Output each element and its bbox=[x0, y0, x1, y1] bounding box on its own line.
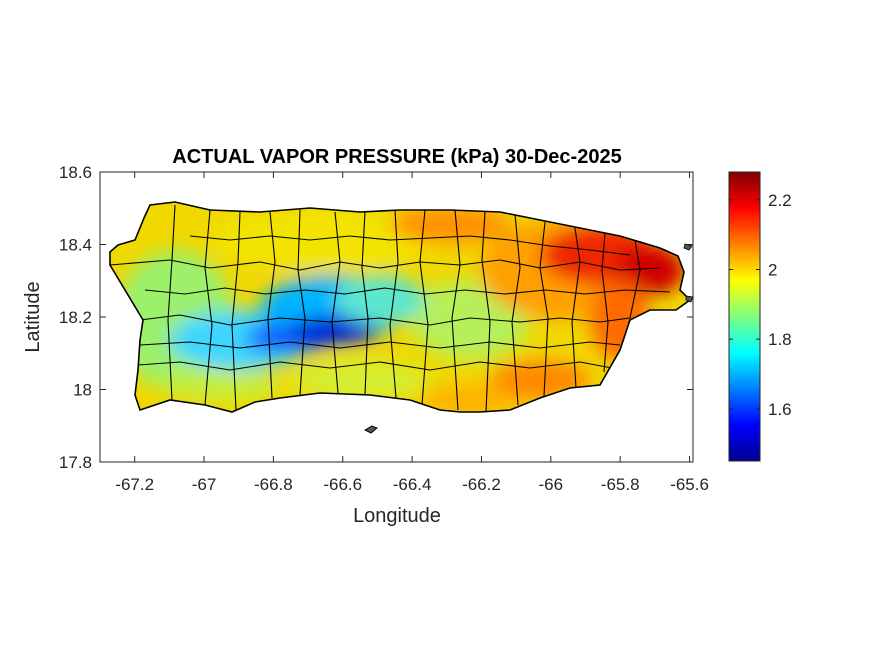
y-tick-label: 18.6 bbox=[59, 163, 92, 182]
x-tick-label: -66.8 bbox=[254, 475, 293, 494]
colorbar-tick-label: 2.2 bbox=[768, 191, 792, 210]
y-tick-label: 17.8 bbox=[59, 453, 92, 472]
colorbar-tick-label: 1.8 bbox=[768, 330, 792, 349]
x-tick-label: -66.6 bbox=[323, 475, 362, 494]
y-tick-label: 18 bbox=[73, 381, 92, 400]
x-tick-label: -65.6 bbox=[670, 475, 709, 494]
colorbar-tick-label: 2 bbox=[768, 260, 777, 279]
y-axis: 18.6 18.4 18.2 18 17.8 bbox=[59, 163, 693, 472]
municipality-boundaries bbox=[110, 204, 671, 412]
x-tick-label: -66.4 bbox=[393, 475, 432, 494]
small-island bbox=[363, 425, 378, 434]
x-tick-label: -67.2 bbox=[115, 475, 154, 494]
vapor-pressure-field bbox=[110, 202, 690, 412]
x-axis-title: Longitude bbox=[353, 505, 441, 527]
x-axis: -67.2 -67 -66.8 -66.6 -66.4 -66.2 -66 -65.8 -65.… bbox=[115, 172, 709, 494]
small-island bbox=[685, 295, 694, 303]
x-tick-label: -66.2 bbox=[462, 475, 501, 494]
y-tick-label: 18.4 bbox=[59, 236, 92, 255]
colorbar-tick-label: 1.6 bbox=[768, 400, 792, 419]
x-tick-label: -65.8 bbox=[601, 475, 640, 494]
small-island bbox=[683, 243, 693, 251]
y-tick-label: 18.2 bbox=[59, 308, 92, 327]
x-tick-label: -67 bbox=[192, 475, 217, 494]
colorbar bbox=[728, 171, 761, 462]
plot-title: ACTUAL VAPOR PRESSURE (kPa) 30-Dec-2025 bbox=[172, 146, 621, 168]
y-axis-title: Latitude bbox=[22, 281, 44, 352]
x-tick-label: -66 bbox=[539, 475, 564, 494]
colorbar-ticks: 2.2 2 1.8 1.6 bbox=[729, 191, 792, 419]
